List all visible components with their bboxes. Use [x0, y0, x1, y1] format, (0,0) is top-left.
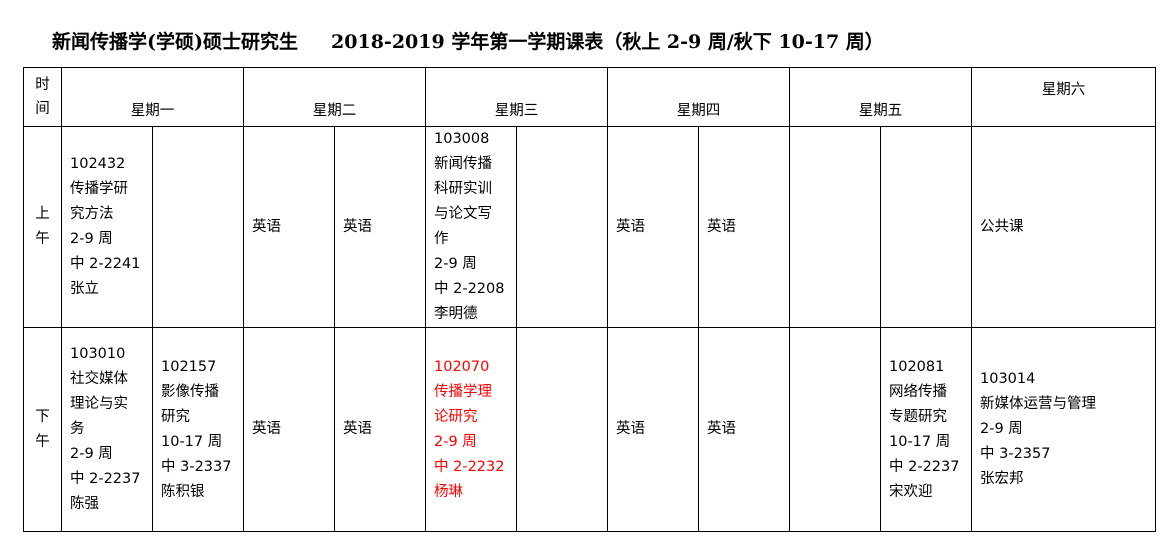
course-cell: 英语: [698, 126, 790, 328]
course-cell: 英语: [243, 126, 335, 328]
day-header-thursday: 星期四: [607, 67, 790, 127]
schedule-table: 时 间 星期一 星期二 星期三 星期四 星期五 星期六 上 午 102432 传…: [23, 67, 1156, 532]
course-cell: 102081 网络传播 专题研究 10-17 周 中 2-2237 宋欢迎: [880, 327, 972, 532]
day-header-tuesday: 星期二: [243, 67, 426, 127]
course-cell: [789, 327, 881, 532]
afternoon-label: 下 午: [23, 327, 62, 532]
course-cell: 英语: [607, 126, 699, 328]
course-cell: 102157 影像传播 研究 10-17 周 中 3-2337 陈积银: [152, 327, 244, 532]
course-cell: [789, 126, 881, 328]
course-cell: 103014 新媒体运营与管理 2-9 周 中 3-2357 张宏邦: [971, 327, 1156, 532]
day-header-saturday: 星期六: [971, 67, 1156, 127]
course-cell: 102432 传播学研 究方法 2-9 周 中 2-2241 张立: [61, 126, 153, 328]
afternoon-row: 下 午 103010 社交媒体 理论与实 务 2-9 周 中 2-2237 陈强…: [23, 327, 1156, 532]
day-header-monday: 星期一: [61, 67, 244, 127]
course-cell: [880, 126, 972, 328]
course-cell: 英语: [698, 327, 790, 532]
morning-row: 上 午 102432 传播学研 究方法 2-9 周 中 2-2241 张立 英语…: [23, 126, 1156, 328]
course-cell: 公共课: [971, 126, 1156, 328]
course-cell: [516, 126, 608, 328]
day-header-wednesday: 星期三: [425, 67, 608, 127]
header-row: 时 间 星期一 星期二 星期三 星期四 星期五 星期六: [23, 67, 1156, 127]
morning-label: 上 午: [23, 126, 62, 328]
course-cell: 103010 社交媒体 理论与实 务 2-9 周 中 2-2237 陈强: [61, 327, 153, 532]
course-cell: 英语: [243, 327, 335, 532]
course-cell: 英语: [607, 327, 699, 532]
page-title: 新闻传播学(学硕)硕士研究生 2018-2019 学年第一学期课表（秋上 2-9…: [52, 31, 884, 53]
course-cell: 英语: [334, 126, 426, 328]
course-cell-highlighted: 102070 传播学理 论研究 2-9 周 中 2-2232 杨琳: [425, 327, 517, 532]
day-header-friday: 星期五: [789, 67, 972, 127]
course-cell: 英语: [334, 327, 426, 532]
course-cell: 103008 新闻传播 科研实训 与论文写 作 2-9 周 中 2-2208 李…: [425, 126, 517, 328]
course-cell: [152, 126, 244, 328]
course-cell: [516, 327, 608, 532]
time-header: 时 间: [23, 67, 62, 127]
